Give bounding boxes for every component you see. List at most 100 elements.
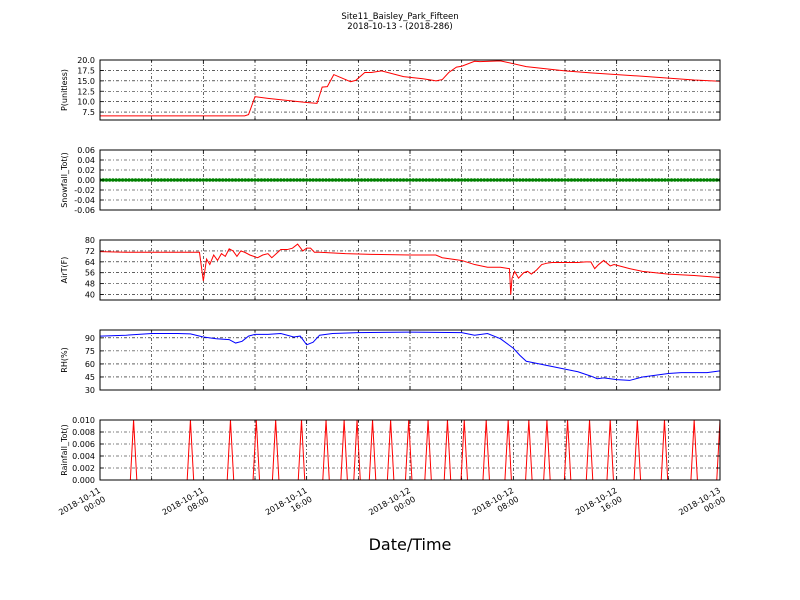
data-point (472, 178, 477, 182)
y-tick-label: 60 (85, 360, 95, 369)
series-line (100, 243, 720, 295)
data-point (682, 178, 687, 182)
data-point (353, 178, 357, 182)
data-point (385, 178, 390, 182)
data-point (343, 178, 348, 182)
y-tick-label: 75 (85, 347, 95, 356)
data-point (130, 178, 135, 182)
data-point (627, 178, 632, 182)
data-point (679, 178, 684, 182)
y-tick-label: 56 (85, 269, 95, 278)
data-point (511, 178, 516, 182)
y-axis-label: P(unitless) (60, 69, 69, 111)
data-point (653, 178, 658, 182)
data-point (356, 178, 361, 182)
figure-title-line2: 2018-10-13 - (2018-286) (347, 22, 452, 32)
data-point (663, 178, 667, 182)
data-point (572, 178, 577, 182)
data-point (133, 178, 138, 182)
data-point (178, 178, 183, 182)
data-point (398, 178, 403, 182)
data-point (204, 178, 209, 182)
data-point (427, 178, 432, 182)
data-point (314, 178, 319, 182)
data-point (643, 178, 648, 182)
data-point (227, 178, 231, 182)
data-point (282, 178, 286, 182)
data-point (246, 178, 251, 182)
data-point (417, 178, 422, 182)
data-point (437, 178, 441, 182)
y-tick-label: 0.00 (77, 176, 95, 185)
data-point (230, 178, 235, 182)
y-axis-label: Rainfall_Tot() (60, 424, 69, 476)
data-point (711, 178, 716, 182)
data-point (459, 178, 464, 182)
data-point (266, 178, 270, 182)
data-point (330, 178, 335, 182)
data-point (598, 178, 603, 182)
data-point (272, 178, 277, 182)
data-point (382, 178, 386, 182)
data-point (434, 178, 438, 182)
data-point (295, 178, 299, 182)
data-point (340, 178, 344, 182)
data-point (111, 178, 115, 182)
y-tick-label: 10.0 (77, 98, 95, 107)
y-tick-label: 17.5 (77, 66, 95, 75)
y-tick-label: 0.010 (72, 416, 95, 425)
y-axis-label: Snowfall_Tot() (60, 152, 69, 208)
data-point (321, 178, 325, 182)
data-point (182, 178, 186, 182)
data-point (237, 178, 241, 182)
data-point (650, 178, 654, 182)
data-point (191, 178, 196, 182)
data-point (136, 178, 141, 182)
data-point (366, 178, 370, 182)
data-point (559, 178, 564, 182)
data-point (117, 178, 122, 182)
data-point (408, 178, 412, 182)
data-point (660, 178, 664, 182)
series-line (100, 331, 720, 381)
subplot-3: 40 48 56 64 72 80 AirT(F) (60, 236, 721, 301)
data-point (585, 178, 590, 182)
data-point (495, 178, 499, 182)
data-point (220, 178, 225, 182)
y-tick-label: 0.006 (72, 440, 95, 449)
data-point (375, 178, 380, 182)
data-point (485, 178, 490, 182)
data-point (421, 178, 425, 182)
data-point (411, 178, 416, 182)
data-point (550, 178, 554, 182)
data-point (446, 178, 451, 182)
grid (100, 330, 720, 390)
y-tick-label: 7.5 (82, 108, 95, 117)
data-point (705, 178, 709, 182)
subplot-5: 0.000 0.002 0.004 0.006 0.008 0.010Rainfall_T… (60, 416, 721, 485)
data-point (107, 178, 112, 182)
grid (100, 60, 720, 120)
y-tick-label: 0.04 (77, 156, 95, 165)
data-point (476, 178, 480, 182)
data-point (404, 178, 409, 182)
data-point (156, 178, 160, 182)
data-point (308, 178, 312, 182)
x-axis-label: Date/Time (369, 535, 452, 554)
data-point (424, 178, 428, 182)
data-point (482, 178, 487, 182)
data-point (514, 178, 519, 182)
data-point (695, 178, 700, 182)
data-point (521, 178, 525, 182)
data-point (159, 178, 164, 182)
series (100, 331, 720, 381)
data-point (211, 178, 215, 182)
data-point (127, 178, 131, 182)
y-tick-label: 0.008 (72, 428, 95, 437)
data-point (508, 178, 512, 182)
data-point (175, 178, 180, 182)
data-point (269, 178, 273, 182)
data-point (401, 178, 406, 182)
data-point (498, 178, 503, 182)
